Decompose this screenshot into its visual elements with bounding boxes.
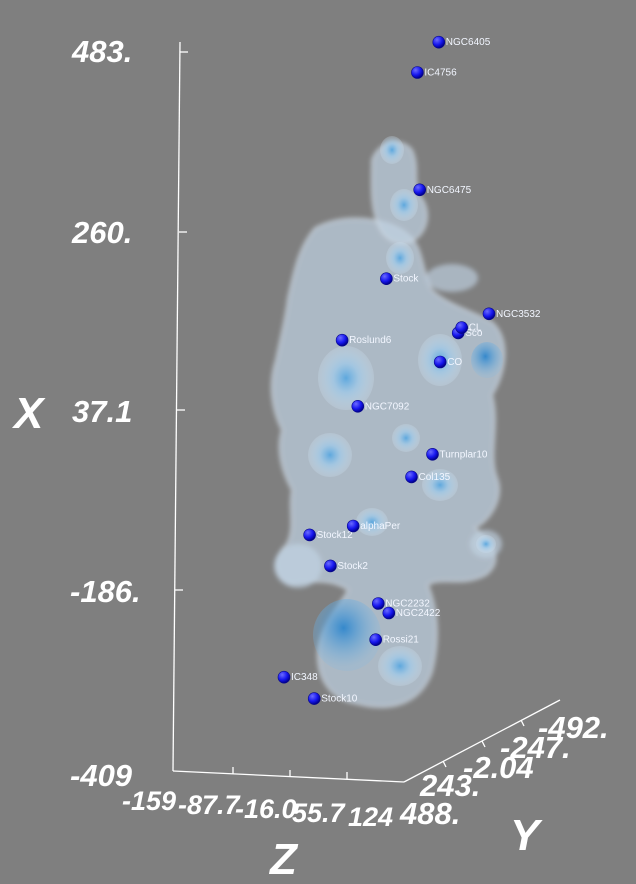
cluster-point: [426, 447, 439, 461]
axis-lines: [172, 41, 561, 783]
core: [378, 646, 422, 686]
core: [308, 433, 352, 477]
core: [318, 346, 374, 410]
y-tick-label: 243.: [419, 768, 480, 803]
core: [476, 535, 496, 553]
density-isosurface: [271, 136, 506, 708]
y-tick-mark-2: [481, 740, 486, 748]
core: [356, 508, 388, 536]
cluster-point: [382, 606, 396, 620]
cluster-label: NGC7092: [365, 401, 410, 412]
z-ticks: -159 -87.7 -16.0 55.7 124: [122, 786, 393, 832]
cluster-label: Col135: [419, 472, 451, 483]
cluster-label: Stock: [393, 274, 419, 285]
z-tick-label: -159: [122, 786, 176, 816]
cluster-label: Rossi21: [383, 635, 420, 646]
y-tick-mark-3: [520, 719, 525, 727]
cluster-points: NGC6405 IC4756 NGC6475 Stock Roslund6 NGC3532…: [277, 35, 541, 705]
x-tick-label: 260.: [71, 215, 132, 250]
x-ticks: 483. 260. 37.1 -186. -409: [70, 34, 141, 793]
cluster-label: Turnplar10: [440, 449, 488, 460]
core: [390, 189, 418, 221]
core: [392, 424, 420, 452]
z-tick-label: 55.7: [292, 798, 347, 828]
cluster-label: IC4756: [424, 68, 457, 79]
cluster-point: [380, 272, 393, 286]
core: [422, 469, 458, 501]
cluster-point: [369, 633, 383, 647]
cluster-label: Stock12: [317, 530, 354, 541]
cluster-point: [335, 333, 349, 347]
cluster-label: NGC6405: [446, 37, 491, 48]
cluster-point: [455, 321, 469, 334]
cluster-point: [303, 528, 316, 542]
y-ticks: 488. 243. -2.04 -247. -492.: [399, 710, 609, 831]
surface-small-lobe: [426, 264, 478, 292]
core: [313, 599, 381, 671]
z-axis-line: [172, 770, 405, 783]
x-tick-label: -186.: [70, 574, 141, 609]
cluster-point: [277, 670, 291, 684]
cluster-point: [433, 355, 447, 369]
cluster-label: CO: [447, 357, 462, 368]
cluster-label: NGC2232: [385, 599, 430, 610]
x-tick-label: 37.1: [72, 394, 132, 429]
x-tick-label: -409: [70, 758, 133, 793]
x-axis-title: X: [11, 389, 46, 438]
cluster-point: [324, 559, 337, 573]
y-tick-label: -492.: [538, 710, 609, 745]
z-tick-label: 124: [348, 802, 393, 832]
cluster-label: Stock10: [321, 694, 358, 705]
cluster-point: [405, 470, 418, 484]
y-tick-label: 488.: [399, 796, 460, 831]
cluster-point: [432, 35, 446, 49]
cluster-point: [482, 307, 496, 321]
core: [386, 242, 414, 274]
z-tick-label: -87.7: [178, 790, 242, 820]
core: [471, 342, 503, 378]
z-axis-title: Z: [268, 835, 299, 884]
x-tick-label: 483.: [71, 34, 132, 69]
surface-left-lobe: [274, 544, 322, 588]
cluster-label: NGC6475: [427, 185, 472, 196]
cluster-point: [351, 399, 365, 413]
cluster-label: CL: [469, 323, 482, 334]
y-tick-label: -2.04: [463, 750, 534, 785]
cluster-point: [411, 66, 424, 79]
cluster-label: alphaPer: [360, 521, 401, 532]
core: [380, 136, 404, 164]
cluster-label: Stock2: [337, 561, 368, 572]
cluster-point: [307, 692, 321, 705]
cluster-point: [346, 519, 360, 533]
cluster-label: Roslund6: [349, 335, 392, 346]
cluster-label: IC348: [291, 672, 318, 683]
cluster-point: [371, 597, 385, 610]
cluster-point: [413, 183, 427, 197]
cluster-label: NGC2422: [396, 608, 441, 619]
cluster-label: NGC3532: [496, 309, 541, 320]
z-tick-label: -16.0: [235, 794, 297, 824]
y-tick-mark-1: [442, 760, 447, 768]
y-tick-label: -247.: [500, 730, 571, 765]
x-axis-line: [172, 41, 181, 772]
cluster-label: Sco: [465, 328, 483, 339]
y-axis-title: Y: [510, 811, 543, 860]
